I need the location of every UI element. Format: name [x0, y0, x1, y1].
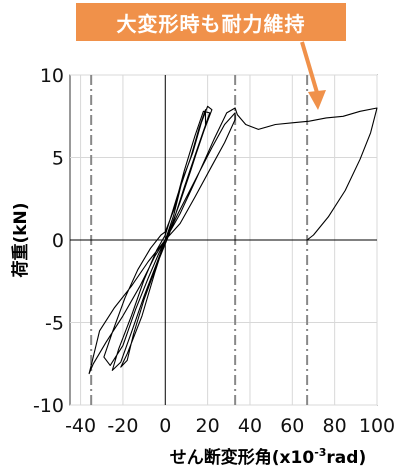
x-axis-label-unit: rad): [326, 448, 366, 468]
y-tick-labels: 10 5 0 -5 -10: [33, 65, 64, 417]
x-tick-labels: -40 -20 0 20 40 60 80 100: [65, 415, 395, 437]
callout-arrow: [300, 41, 320, 97]
y-tick-label: 10: [40, 65, 64, 87]
y-tick-label: -10: [33, 395, 64, 417]
gridlines: [70, 74, 378, 406]
series-line-1: [88, 105, 378, 375]
x-tick-label: 0: [159, 415, 171, 437]
x-axis-label-main: せん断変形角(x10: [170, 447, 315, 468]
x-tick-label: 40: [238, 415, 262, 437]
x-tick-label: 60: [280, 415, 304, 437]
callout-arrowhead: [308, 90, 326, 110]
x-axis-label: せん断変形角(x10-3rad): [170, 446, 366, 468]
hysteresis-curve: [88, 105, 378, 375]
y-axis-label: 荷重(kN): [10, 202, 31, 277]
x-axis-label-exponent: -3: [314, 446, 326, 459]
y-tick-label: -5: [45, 313, 64, 335]
x-tick-label: -40: [65, 415, 96, 437]
x-tick-label: 100: [359, 415, 395, 437]
x-tick-label: 20: [196, 415, 220, 437]
annotation-callout: 大変形時も耐力維持: [76, 3, 346, 41]
x-tick-label: -20: [107, 415, 138, 437]
y-tick-label: 0: [52, 230, 64, 252]
x-tick-label: 80: [323, 415, 347, 437]
y-tick-label: 5: [52, 148, 64, 170]
